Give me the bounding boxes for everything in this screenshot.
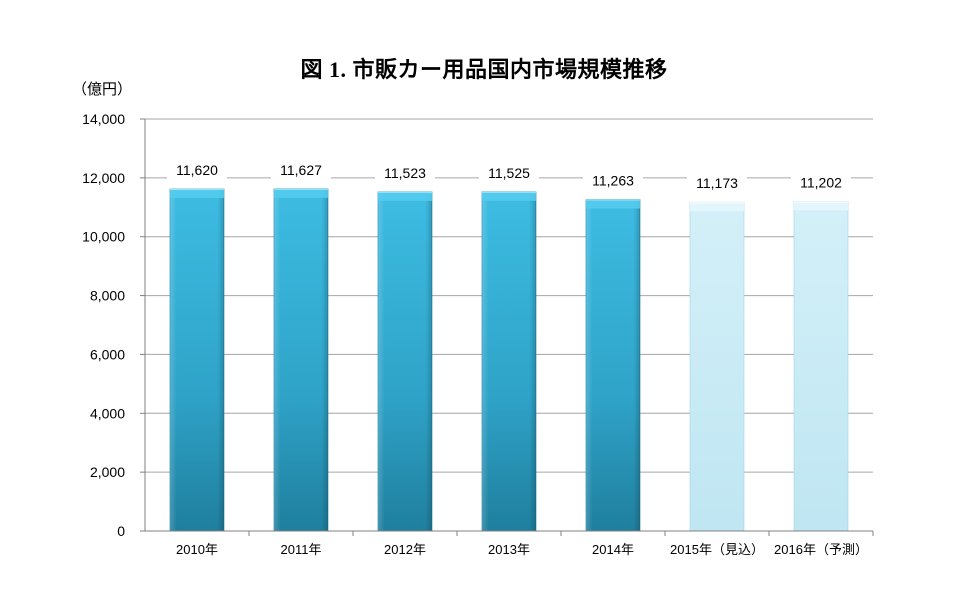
bar-shading bbox=[170, 189, 224, 532]
bar-5 bbox=[585, 199, 641, 532]
bar-top-cap bbox=[482, 191, 536, 201]
x-tick-label: 2013年 bbox=[488, 542, 530, 557]
y-tick-label: 8,000 bbox=[90, 288, 125, 304]
bar-body bbox=[793, 201, 849, 532]
data-label-bg bbox=[167, 161, 227, 180]
bar-top-cap bbox=[794, 201, 848, 211]
bar-top-cap bbox=[690, 202, 744, 212]
x-tick-label: 2011年 bbox=[281, 542, 322, 557]
bar-body bbox=[689, 201, 745, 532]
y-tick-label: 10,000 bbox=[82, 229, 125, 245]
bar-7 bbox=[793, 201, 849, 532]
data-label-bg bbox=[791, 173, 851, 192]
x-tick-label: 2014年 bbox=[592, 542, 634, 557]
x-tick-label: 2012年 bbox=[384, 542, 426, 557]
chart-title: 図 1. 市販カー用品国内市場規模推移 bbox=[300, 57, 668, 82]
data-label: 11,523 bbox=[384, 165, 426, 181]
bar-top-cap bbox=[586, 199, 640, 209]
bar-3 bbox=[377, 191, 433, 532]
data-label: 11,620 bbox=[176, 162, 218, 178]
data-label: 11,525 bbox=[488, 165, 530, 181]
data-label-bg bbox=[271, 160, 331, 179]
data-label-bg bbox=[479, 163, 539, 182]
bar-shading bbox=[482, 191, 536, 532]
bar-top-cap bbox=[274, 188, 328, 198]
bar-2 bbox=[273, 188, 329, 532]
bar-4 bbox=[481, 191, 537, 532]
data-label-bg bbox=[583, 171, 643, 190]
data-label-bg bbox=[687, 174, 747, 193]
bar-shading bbox=[586, 199, 640, 531]
x-tick-label: 2010年 bbox=[176, 542, 218, 557]
data-label: 11,627 bbox=[280, 162, 322, 178]
bar-6 bbox=[689, 201, 745, 532]
y-axis-unit: （億円） bbox=[72, 81, 133, 98]
x-tick-label: 2016年（予測） bbox=[774, 542, 868, 557]
bar-shading bbox=[378, 191, 432, 531]
y-tick-label: 12,000 bbox=[82, 170, 125, 186]
x-tick-label: 2015年（見込） bbox=[670, 542, 764, 557]
data-label: 11,202 bbox=[800, 174, 842, 190]
y-tick-label: 14,000 bbox=[82, 111, 125, 127]
y-tick-label: 4,000 bbox=[90, 405, 125, 421]
bar-top-cap bbox=[170, 189, 224, 199]
data-label: 11,263 bbox=[592, 173, 634, 189]
bar-top-cap bbox=[378, 191, 432, 201]
y-tick-label: 0 bbox=[117, 523, 125, 539]
data-label-bg bbox=[375, 163, 435, 182]
bar-shading bbox=[274, 188, 328, 532]
bar-1 bbox=[169, 188, 225, 532]
data-label: 11,173 bbox=[696, 175, 738, 191]
y-tick-label: 6,000 bbox=[90, 346, 125, 362]
y-tick-label: 2,000 bbox=[90, 464, 125, 480]
